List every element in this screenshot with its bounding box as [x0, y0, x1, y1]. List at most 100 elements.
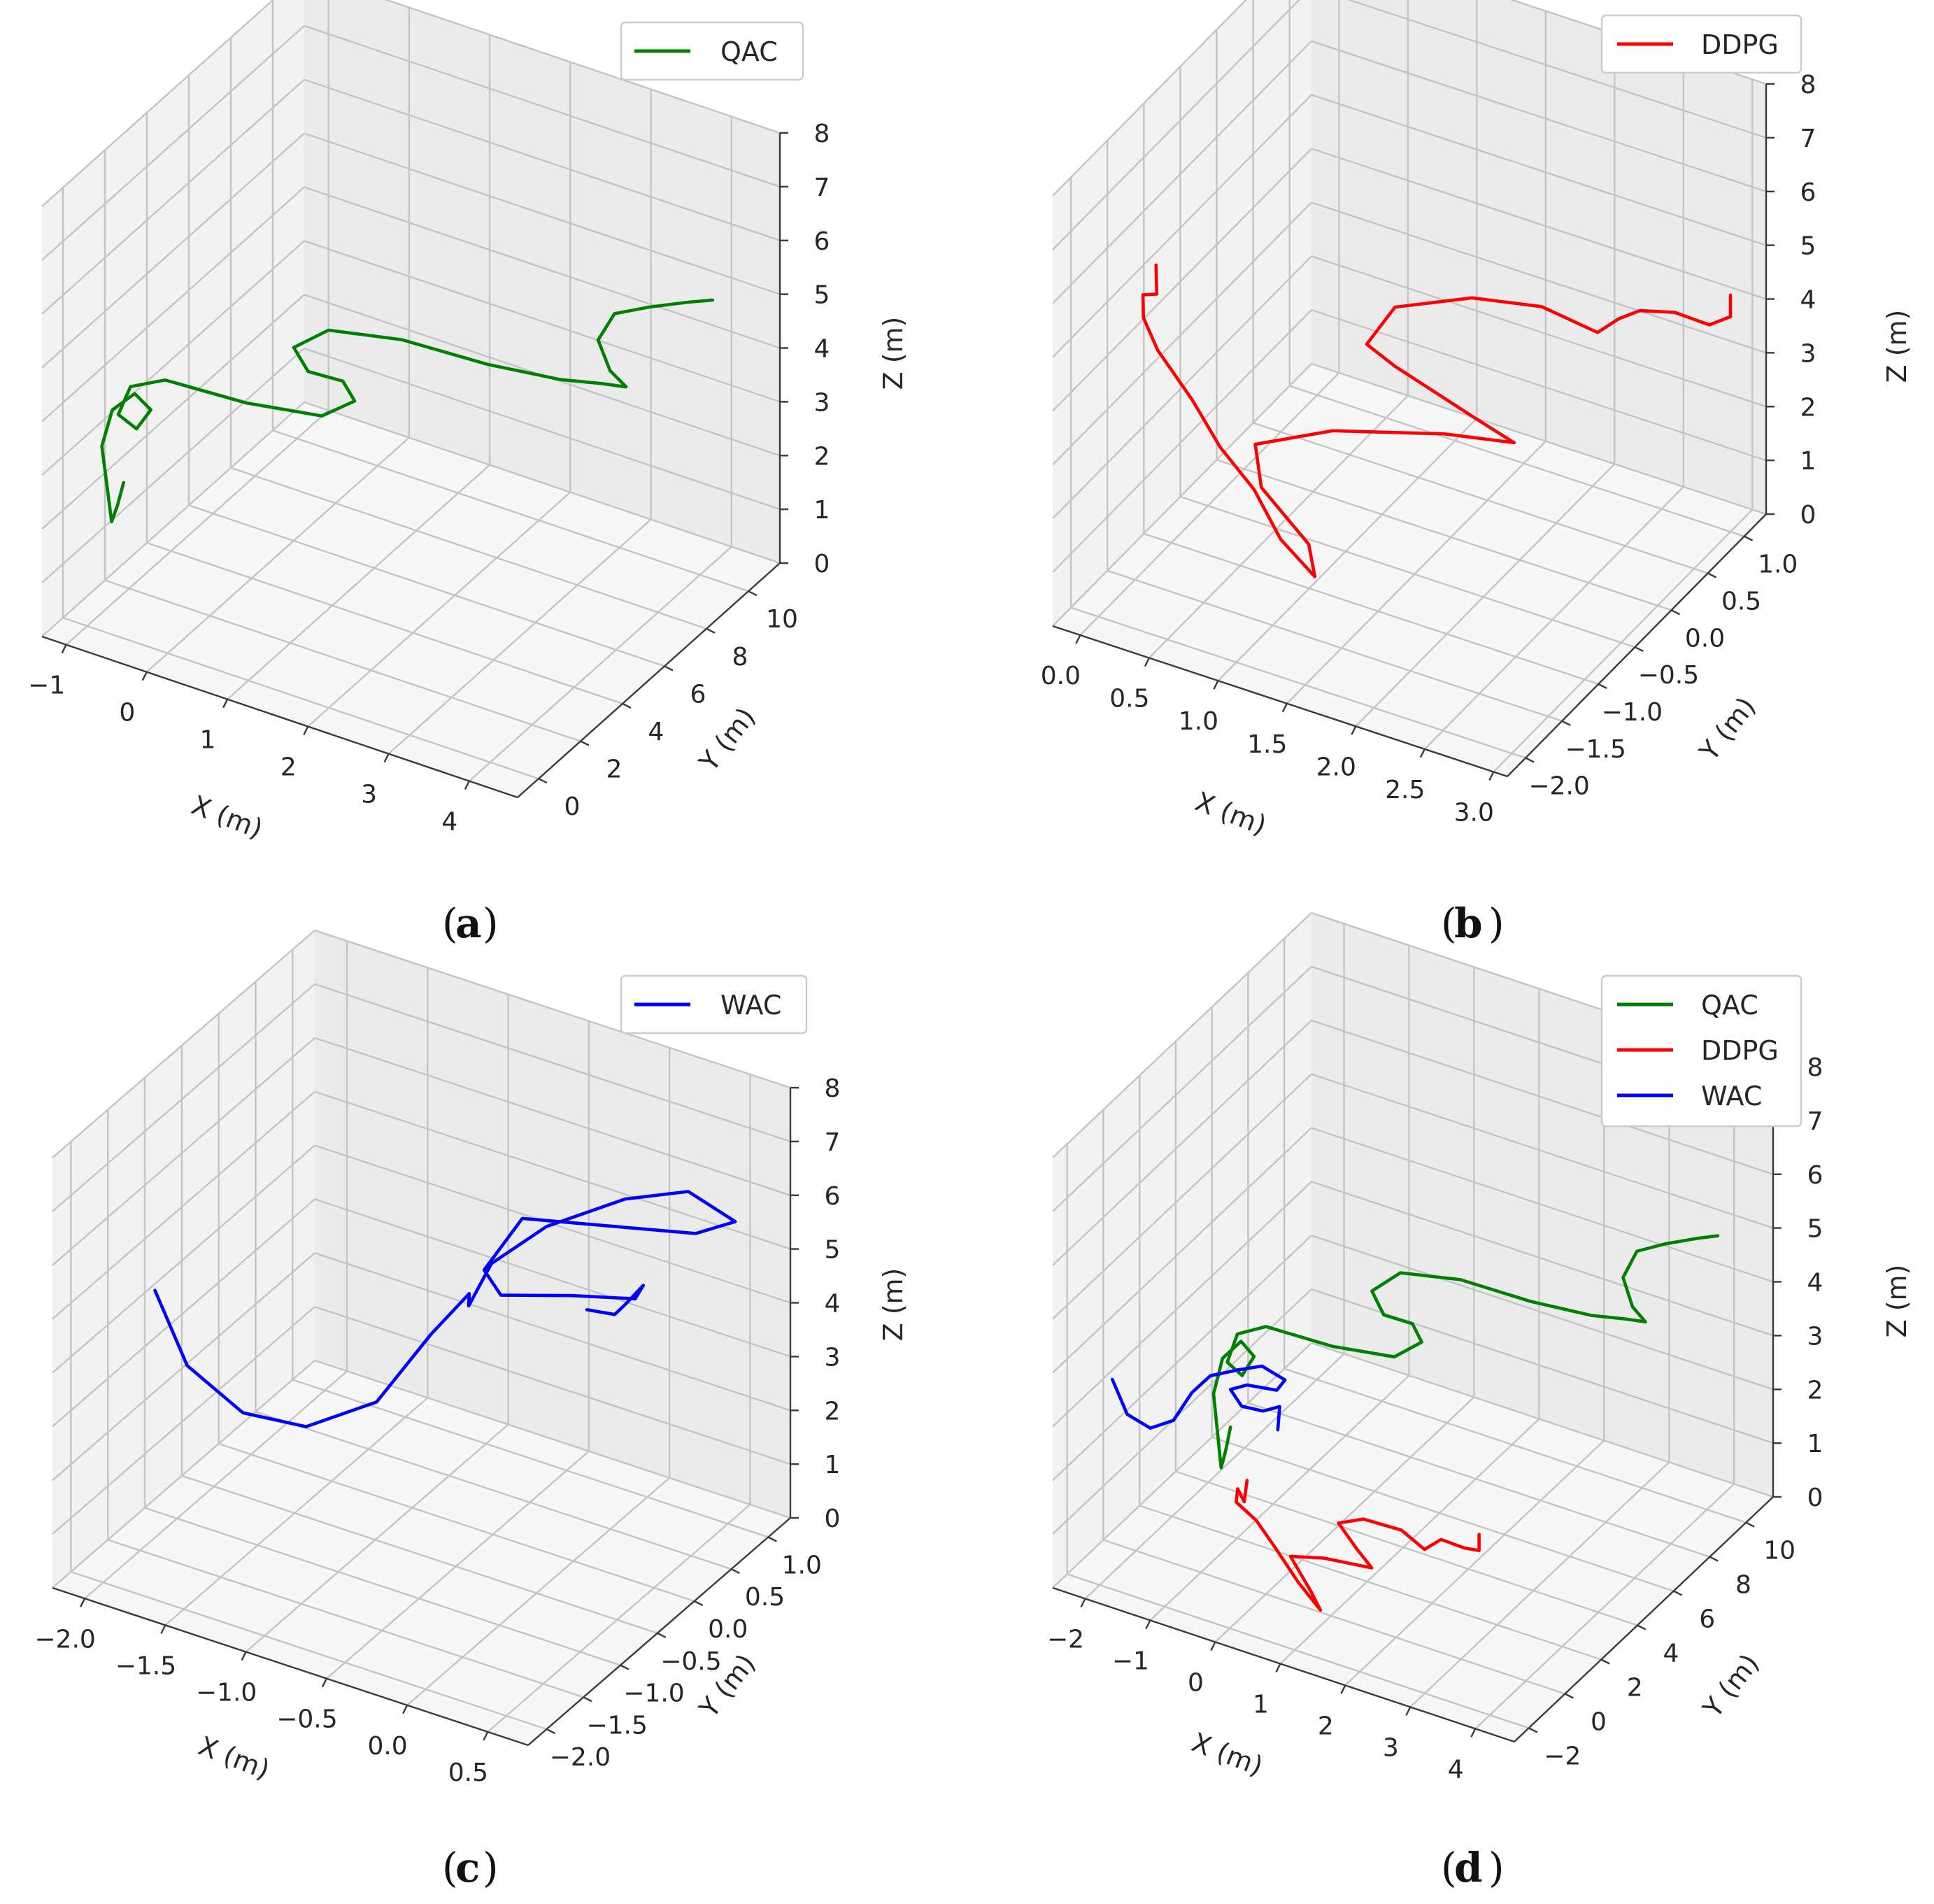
z-grid-back: [314, 1090, 791, 1250]
y-tick-label: 0.0: [708, 1615, 748, 1644]
x-axis-label: X (m): [1191, 786, 1271, 841]
z-tick-label: 3: [825, 1343, 841, 1372]
z-tick-label: 2: [1800, 393, 1816, 422]
z-grid-back: [314, 929, 791, 1089]
axes-grid: [41, 0, 781, 782]
left-pane: [42, 0, 304, 637]
x-tick-label: 2: [1318, 1712, 1334, 1740]
x-tick-mark: [80, 1598, 86, 1607]
z-grid-back: [1311, 1235, 1774, 1391]
panel-label: b: [1454, 900, 1483, 947]
trajectory-qac: [100, 298, 715, 524]
z-tick-label: 3: [1807, 1322, 1823, 1351]
panel-b: 0.0 0.5 1.0 1.5 2.0 2.5 3.0 −2.0 −1.5 −1.0 −0.5 0.0…: [1041, 0, 1912, 947]
x-tick-mark: [303, 726, 309, 736]
x-grid-floor: [245, 1423, 509, 1653]
trajectory-wac: [153, 1190, 737, 1428]
x-grid-floor: [406, 1477, 670, 1706]
x-grid-floor: [307, 491, 571, 727]
y-tick-mark: [1525, 757, 1535, 763]
z-tick-label: 5: [825, 1236, 841, 1265]
x-tick-label: −2: [1047, 1626, 1084, 1654]
z-grid-back: [1311, 40, 1767, 192]
x-grid-floor: [1474, 1483, 1735, 1730]
x-tick-mark: [160, 1624, 166, 1634]
x-tick-label: −1: [28, 672, 65, 700]
x-grid-floor: [1493, 509, 1754, 773]
z-tick-label: 4: [814, 335, 830, 364]
y-tick-mark: [694, 1600, 704, 1607]
y-grid-floor: [146, 541, 623, 705]
x-tick-label: 0.5: [448, 1759, 488, 1787]
y-tick-mark: [1745, 1521, 1755, 1528]
z-grid-left: [52, 1306, 315, 1535]
z-grid-back: [1311, 362, 1767, 516]
z-grid-left: [1052, 1019, 1312, 1266]
axes-grid: [1052, 0, 1767, 773]
axes-ticks: 0.0 0.5 1.0 1.5 2.0 2.5 3.0 −2.0 −1.5 −1.0 −0.5 0.0…: [1041, 71, 1816, 827]
x-tick-mark: [1213, 680, 1219, 690]
svg-text:(: (: [442, 1844, 458, 1891]
legend-label-wac: WAC: [1701, 1081, 1762, 1111]
x-tick-mark: [61, 644, 67, 654]
z-tick-label: 4: [825, 1290, 841, 1319]
y-axis-label: Y (m): [692, 702, 761, 777]
z-grid-left: [41, 25, 305, 261]
y-tick-label: 4: [1663, 1640, 1679, 1668]
x-axis-label: X (m): [187, 790, 267, 845]
x-tick-mark: [402, 1705, 408, 1714]
y-tick-mark: [1707, 572, 1717, 578]
z-grid-left: [52, 1090, 315, 1320]
y-tick-label: 0.0: [1685, 624, 1725, 653]
y-tick-label: 6: [1699, 1605, 1715, 1634]
x-grid-floor: [326, 1450, 590, 1679]
y-axis-line: [1514, 1496, 1774, 1742]
y-tick-label: −2: [1544, 1742, 1581, 1770]
x-grid-floor: [1355, 463, 1616, 727]
y-tick-mark: [580, 740, 590, 746]
z-tick-label: 2: [825, 1397, 841, 1426]
axes-ticks: −2.0 −1.5 −1.0 −0.5 0.0 0.5 −2.0 −1.5 −1.0 −0.5 0.…: [34, 1074, 840, 1787]
z-grid-left: [1052, 1073, 1312, 1320]
z-tick-label: 7: [814, 173, 830, 202]
y-grid-floor: [1107, 569, 1563, 722]
z-grid-back: [1311, 148, 1767, 300]
legend-box: [1600, 974, 1803, 1128]
floor-pane: [1053, 364, 1766, 776]
x-tick-mark: [1488, 771, 1495, 781]
x-tick-mark: [1281, 703, 1288, 713]
y-tick-label: 0.5: [1721, 588, 1761, 616]
z-tick-label: 6: [1807, 1161, 1823, 1190]
z-tick-label: 1: [825, 1451, 841, 1479]
z-grid-back: [314, 1037, 791, 1196]
y-tick-label: 10: [766, 605, 798, 634]
z-tick-label: 1: [1800, 447, 1816, 476]
z-grid-back: [1311, 1181, 1774, 1337]
panel-caption: ( c ): [442, 1844, 499, 1891]
z-axis-label: Z (m): [1882, 1265, 1912, 1338]
z-grid-left: [1052, 201, 1312, 466]
floor-pane: [52, 1360, 790, 1745]
y-grid-floor: [1289, 385, 1745, 537]
y-tick-mark: [1634, 646, 1644, 653]
z-tick-label: 6: [814, 227, 830, 256]
y-grid-floor: [1070, 606, 1526, 759]
legend-box: [620, 974, 808, 1035]
y-tick-mark: [1670, 609, 1681, 616]
z-tick-label: 8: [814, 120, 830, 148]
x-tick-mark: [1405, 1706, 1412, 1716]
z-grid-back: [304, 240, 781, 403]
x-tick-mark: [321, 1678, 327, 1688]
z-grid-left: [1052, 1342, 1312, 1589]
z-grid-back: [1346, 0, 1767, 139]
y-tick-mark: [657, 1632, 667, 1638]
y-tick-mark: [1598, 683, 1607, 690]
y-grid-floor: [188, 504, 665, 667]
x-tick-label: 2: [280, 753, 297, 782]
y-tick-mark: [1528, 1727, 1538, 1733]
y-tick-mark: [1637, 1624, 1647, 1631]
y-grid-floor: [71, 1570, 547, 1731]
z-grid-left: [1052, 309, 1312, 573]
y-tick-label: −2.0: [550, 1743, 611, 1772]
